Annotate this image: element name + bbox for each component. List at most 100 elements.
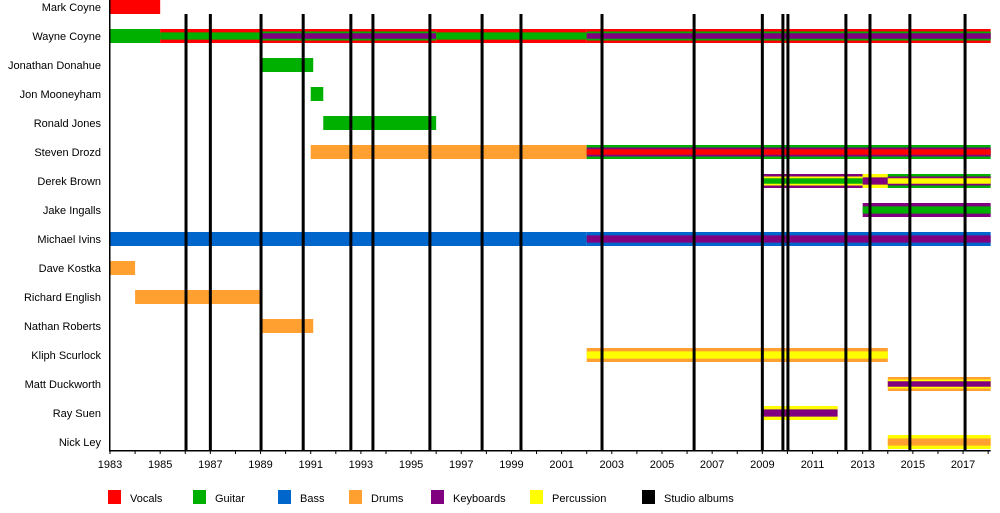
x-tick-label: 2003: [600, 459, 624, 471]
member-label: Michael Ivins: [37, 234, 101, 246]
album-line: [428, 14, 432, 450]
member-label: Derek Brown: [37, 176, 101, 188]
legend-swatch-guitar: [193, 490, 206, 504]
x-axis-line: [109, 450, 991, 452]
x-tick-label: 1999: [499, 459, 523, 471]
legend-label-keyboards: Keyboards: [453, 493, 506, 505]
member-label: Jon Mooneyham: [20, 89, 101, 101]
x-tick-label: 1989: [248, 459, 272, 471]
album-line: [908, 14, 912, 450]
album-line: [963, 14, 967, 450]
legend-swatch-bass: [278, 490, 291, 504]
album-line: [349, 14, 353, 450]
x-tick: [310, 450, 312, 454]
x-tick: [912, 450, 914, 454]
bar-guitar: [260, 58, 314, 72]
x-tick-label: 1991: [298, 459, 322, 471]
x-tick: [937, 450, 939, 454]
x-tick: [209, 450, 211, 454]
legend-swatch-keyboards: [431, 490, 444, 504]
bar-drums: [110, 261, 136, 275]
x-tick: [661, 450, 663, 454]
member-label: Nathan Roberts: [24, 321, 102, 333]
member-label: Matt Duckworth: [25, 379, 101, 391]
legend-label-vocals: Vocals: [130, 493, 163, 505]
bar-drums: [135, 290, 261, 304]
legend-label-guitar: Guitar: [215, 493, 245, 505]
member-label: Kliph Scurlock: [31, 350, 101, 362]
y-axis-line: [109, 0, 111, 450]
x-tick-label: 1983: [98, 459, 122, 471]
x-tick-label: 1995: [399, 459, 423, 471]
x-tick-label: 2001: [549, 459, 573, 471]
bar-drums: [260, 319, 314, 333]
x-tick: [184, 450, 186, 454]
bar-guitar: [862, 206, 991, 214]
x-tick: [786, 450, 788, 454]
x-tick: [561, 450, 563, 454]
album-line: [259, 14, 263, 450]
legend-label-drums: Drums: [371, 493, 404, 505]
legend-swatch-drums: [349, 490, 362, 504]
x-tick: [234, 450, 236, 454]
legend-label-percussion: Percussion: [552, 493, 606, 505]
bar-percussion: [887, 178, 991, 184]
x-tick: [435, 450, 437, 454]
x-tick: [812, 450, 814, 454]
x-tick: [837, 450, 839, 454]
x-tick: [536, 450, 538, 454]
x-tick: [586, 450, 588, 454]
x-tick: [611, 450, 613, 454]
member-label: Nick Ley: [59, 437, 102, 449]
x-tick-label: 1993: [349, 459, 373, 471]
x-tick: [887, 450, 889, 454]
studio-album-lines: [184, 14, 967, 450]
album-line: [480, 14, 484, 450]
x-tick-label: 2009: [750, 459, 774, 471]
bar-drums: [887, 438, 991, 446]
x-tick: [711, 450, 713, 454]
album-line: [868, 14, 872, 450]
x-tick: [335, 450, 337, 454]
bar-bass: [110, 232, 587, 246]
member-bars: [110, 0, 991, 449]
x-tick: [987, 450, 989, 454]
album-line: [786, 14, 790, 450]
album-line: [208, 14, 212, 450]
legend: Vocals Guitar Bass Drums Keyboards Percussion…: [108, 490, 734, 505]
bar-keyboards: [862, 177, 888, 185]
member-label: Dave Kostka: [39, 263, 102, 275]
x-tick: [109, 450, 111, 454]
x-tick: [134, 450, 136, 454]
bar-keyboards: [762, 409, 838, 417]
album-line: [781, 14, 785, 450]
bar-guitar: [436, 32, 587, 40]
member-labels: Mark Coyne Wayne Coyne Jonathan Donahue Jon…: [8, 2, 102, 449]
x-tick: [260, 450, 262, 454]
x-axis: 1983 1985 1987 1989 1991 1993 1995 1997 1999 2001…: [98, 0, 991, 471]
member-label: Jake Ingalls: [43, 205, 102, 217]
bar-guitar: [110, 29, 161, 43]
bar-guitar: [310, 87, 324, 101]
x-tick: [636, 450, 638, 454]
x-tick-label: 2005: [650, 459, 674, 471]
album-line: [600, 14, 604, 450]
x-tick: [385, 450, 387, 454]
bar-vocals: [110, 0, 161, 14]
x-tick: [410, 450, 412, 454]
x-tick: [360, 450, 362, 454]
x-tick: [962, 450, 964, 454]
member-label: Steven Drozd: [34, 147, 101, 159]
member-label: Jonathan Donahue: [8, 60, 101, 72]
legend-label-bass: Bass: [300, 493, 325, 505]
x-tick-label: 2013: [850, 459, 874, 471]
album-line: [184, 14, 188, 450]
bar-keyboards: [260, 33, 437, 39]
x-tick: [686, 450, 688, 454]
x-tick-label: 2015: [901, 459, 925, 471]
bar-drums: [310, 145, 587, 159]
legend-swatch-vocals: [108, 490, 121, 504]
album-line: [760, 14, 764, 450]
member-label: Richard English: [24, 292, 101, 304]
